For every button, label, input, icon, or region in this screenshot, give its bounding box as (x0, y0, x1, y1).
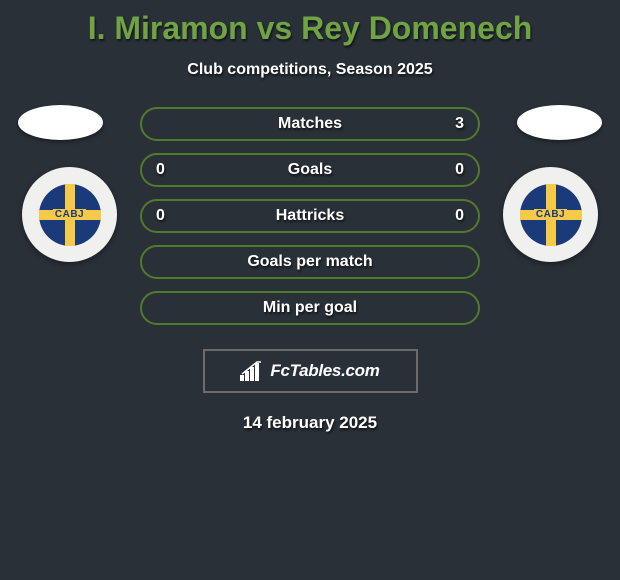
stat-rows: Matches 3 0 Goals 0 0 Hattricks 0 Goals … (140, 107, 480, 325)
club-badge-right: CABJ (503, 167, 598, 262)
subtitle: Club competitions, Season 2025 (0, 61, 620, 79)
stat-row-hattricks: 0 Hattricks 0 (140, 199, 480, 233)
comparison-area: CABJ CABJ Matches 3 0 Goals 0 0 Hattrick… (0, 107, 620, 433)
stat-row-goals-per-match: Goals per match (140, 245, 480, 279)
brand-box[interactable]: FcTables.com (203, 349, 418, 393)
player-left-oval (18, 105, 103, 140)
date-text: 14 february 2025 (0, 413, 620, 433)
stat-mpg-label: Min per goal (142, 299, 478, 317)
stat-row-matches: Matches 3 (140, 107, 480, 141)
club-badge-left: CABJ (22, 167, 117, 262)
club-badge-right-text: CABJ (534, 209, 567, 220)
club-badge-left-text: CABJ (53, 209, 86, 220)
stat-hattricks-right: 0 (450, 207, 464, 225)
stat-gpm-label: Goals per match (142, 253, 478, 271)
stat-hattricks-label: Hattricks (142, 207, 478, 225)
stat-goals-left: 0 (156, 161, 170, 179)
stat-goals-right: 0 (450, 161, 464, 179)
bar-chart-icon (240, 361, 264, 381)
stat-row-min-per-goal: Min per goal (140, 291, 480, 325)
player-right-oval (517, 105, 602, 140)
stat-matches-label: Matches (142, 115, 478, 133)
page-title: I. Miramon vs Rey Domenech (0, 0, 620, 47)
stat-row-goals: 0 Goals 0 (140, 153, 480, 187)
stat-matches-right: 3 (450, 115, 464, 133)
stat-goals-label: Goals (142, 161, 478, 179)
club-badge-left-inner: CABJ (39, 184, 101, 246)
brand-text: FcTables.com (270, 361, 379, 381)
stat-hattricks-left: 0 (156, 207, 170, 225)
club-badge-right-inner: CABJ (520, 184, 582, 246)
